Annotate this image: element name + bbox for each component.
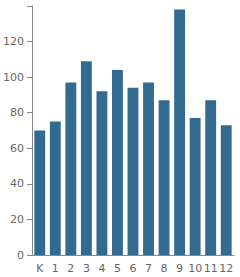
svg-text:40: 40 <box>10 177 24 190</box>
svg-text:6: 6 <box>129 262 136 275</box>
svg-text:K: K <box>36 262 44 275</box>
svg-text:7: 7 <box>145 262 152 275</box>
svg-text:10: 10 <box>188 262 202 275</box>
svg-text:11: 11 <box>204 262 218 275</box>
svg-text:2: 2 <box>67 262 74 275</box>
svg-text:12: 12 <box>219 262 233 275</box>
svg-text:80: 80 <box>10 106 24 119</box>
svg-text:100: 100 <box>3 71 24 84</box>
svg-text:9: 9 <box>176 262 183 275</box>
svg-text:4: 4 <box>98 262 105 275</box>
svg-text:0: 0 <box>17 249 24 262</box>
svg-text:1: 1 <box>52 262 59 275</box>
svg-text:3: 3 <box>83 262 90 275</box>
svg-text:5: 5 <box>114 262 121 275</box>
svg-text:20: 20 <box>10 213 24 226</box>
svg-text:120: 120 <box>3 35 24 48</box>
svg-text:8: 8 <box>161 262 168 275</box>
svg-text:60: 60 <box>10 142 24 155</box>
